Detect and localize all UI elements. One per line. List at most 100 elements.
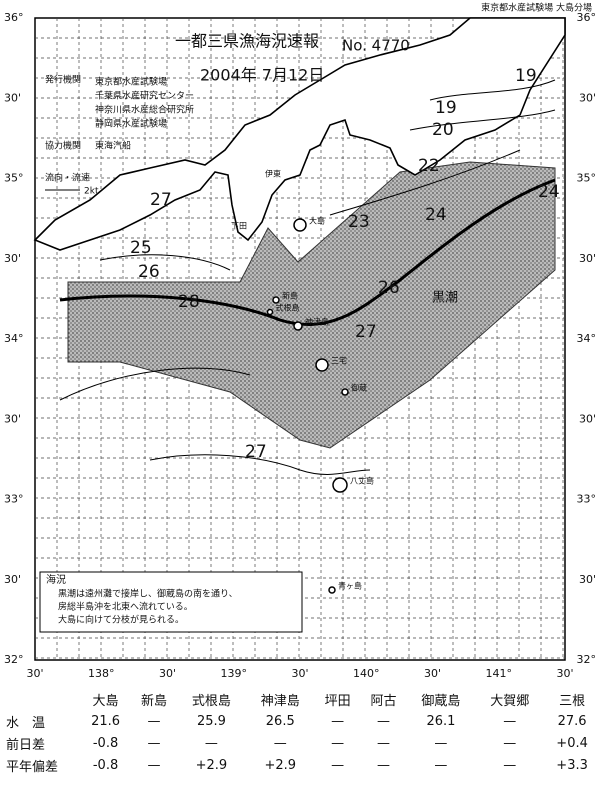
isotherm-label: 27 bbox=[245, 442, 267, 462]
island bbox=[341, 388, 349, 396]
table-cell: — bbox=[377, 735, 391, 751]
lat-label: 30' bbox=[4, 573, 21, 586]
lat-label: 36° bbox=[4, 11, 24, 24]
notes-line: 大島に向けて分枝が見られる。 bbox=[58, 614, 184, 626]
place-label: 八丈島 bbox=[350, 476, 374, 486]
notes-line: 房総半島沖を北東へ流れている。 bbox=[58, 601, 193, 613]
isotherm-label: 26 bbox=[378, 278, 400, 298]
table-cell: — bbox=[377, 757, 391, 773]
table-cell: — bbox=[377, 713, 391, 729]
column-header: 三根 bbox=[559, 693, 586, 709]
lon-label: 139° bbox=[221, 667, 248, 680]
lon-label: 30' bbox=[291, 667, 308, 680]
place-label: 式根島 bbox=[276, 303, 300, 313]
isotherm-label: 20 bbox=[432, 120, 454, 140]
issuer: 千葉県水産研究センター bbox=[95, 90, 194, 102]
table-cell: +2.9 bbox=[195, 757, 228, 773]
map-frame bbox=[34, 17, 566, 661]
title: 一都三県漁海況速報 bbox=[175, 32, 319, 51]
table-cell: — bbox=[434, 757, 448, 773]
lon-label: 30' bbox=[424, 667, 441, 680]
table-cell: +2.9 bbox=[264, 757, 297, 773]
isotherm-label: 26 bbox=[138, 262, 160, 282]
lon-label: 140° bbox=[353, 667, 380, 680]
coastline bbox=[33, 17, 566, 251]
isotherm-label: 25 bbox=[130, 238, 152, 258]
table-cell: +3.3 bbox=[556, 757, 588, 773]
row-header: 水 温 bbox=[6, 715, 46, 731]
issuer: 静岡県水産試験場 bbox=[95, 118, 167, 130]
lat-label: 33° bbox=[577, 493, 597, 506]
legend-speed: 2kt bbox=[84, 187, 99, 197]
isotherm-label: 23 bbox=[348, 212, 370, 232]
map: 東京都水産試験場 大島分場 一都三県漁海況速報 No. 4770 2004年 7… bbox=[4, 2, 597, 681]
table-cell: — bbox=[147, 735, 161, 751]
column-header: 御蔵島 bbox=[421, 693, 461, 709]
table-row: 水 温 21.6 — 25.9 26.5 — — 26.1 — 27.6 bbox=[0, 710, 600, 732]
isotherm-label: 27 bbox=[150, 190, 172, 210]
island bbox=[272, 296, 280, 304]
lat-label: 35° bbox=[577, 172, 597, 185]
issuer: 東京都水産試験場 bbox=[95, 76, 167, 88]
column-header: 大島 bbox=[92, 693, 119, 709]
table-cell: 26.5 bbox=[265, 713, 295, 729]
table-cell: 21.6 bbox=[91, 713, 121, 729]
table-cell: — bbox=[331, 713, 345, 729]
island bbox=[293, 218, 307, 232]
lat-label: 30' bbox=[4, 412, 21, 425]
notes-box bbox=[39, 571, 303, 633]
column-header: 神津島 bbox=[260, 693, 300, 709]
lat-label: 33° bbox=[4, 493, 24, 506]
place-label: 青ヶ島 bbox=[338, 581, 362, 591]
issuer: 神奈川県水産総合研究所 bbox=[95, 104, 194, 116]
issuer-label: 発行機関 bbox=[45, 74, 81, 86]
notes-title: 海況 bbox=[46, 573, 66, 586]
table-cell: — bbox=[273, 735, 287, 751]
corner bbox=[0, 688, 80, 710]
table-cell: — bbox=[204, 735, 218, 751]
island bbox=[266, 308, 274, 316]
isotherm-label: 27 bbox=[355, 322, 377, 342]
lon-label: 30' bbox=[159, 667, 176, 680]
isotherm-label: 19 bbox=[515, 66, 537, 86]
place-label: 新島 bbox=[282, 291, 298, 301]
table-cell: 25.9 bbox=[196, 713, 226, 729]
island bbox=[328, 586, 336, 594]
column-header: 阿古 bbox=[370, 693, 397, 709]
lon-label: 30' bbox=[556, 667, 573, 680]
lat-label: 30' bbox=[4, 91, 21, 104]
column-header: 大賀郷 bbox=[490, 693, 530, 709]
place-label: 下田 bbox=[231, 222, 247, 231]
island bbox=[293, 321, 303, 331]
lat-label: 35° bbox=[4, 172, 24, 185]
table-cell: -0.8 bbox=[92, 735, 119, 751]
lat-label: 30' bbox=[4, 252, 21, 265]
lat-label: 32° bbox=[4, 653, 24, 666]
table-cell: -0.8 bbox=[92, 757, 119, 773]
date: 2004年 7月12日 bbox=[200, 66, 324, 85]
table-cell: — bbox=[503, 713, 517, 729]
number: No. 4770 bbox=[342, 37, 410, 55]
lat-label: 30' bbox=[579, 252, 596, 265]
source: 東京都水産試験場 大島分場 bbox=[481, 2, 592, 14]
table-cell: — bbox=[331, 735, 345, 751]
lat-label: 30' bbox=[579, 412, 596, 425]
current-label: 黒潮 bbox=[432, 291, 458, 306]
cooperator: 東海汽船 bbox=[95, 140, 131, 152]
isotherm-label: 22 bbox=[418, 156, 440, 176]
place-label: 大島 bbox=[309, 216, 325, 226]
isotherm-label: 24 bbox=[538, 182, 560, 202]
isotherm-label: 19 bbox=[435, 98, 457, 118]
table-cell: +0.4 bbox=[556, 735, 588, 751]
lon-label: 141° bbox=[486, 667, 513, 680]
isotherm-lines bbox=[59, 79, 556, 475]
table-cell: — bbox=[503, 735, 517, 751]
table-cell: — bbox=[434, 735, 448, 751]
lat-label: 34° bbox=[577, 332, 597, 345]
place-label: 御蔵 bbox=[351, 383, 367, 393]
lat-label: 34° bbox=[4, 332, 24, 345]
lon-label: 30' bbox=[26, 667, 43, 680]
place-label: 神津島 bbox=[305, 317, 329, 327]
table-cell: 27.6 bbox=[557, 713, 587, 729]
